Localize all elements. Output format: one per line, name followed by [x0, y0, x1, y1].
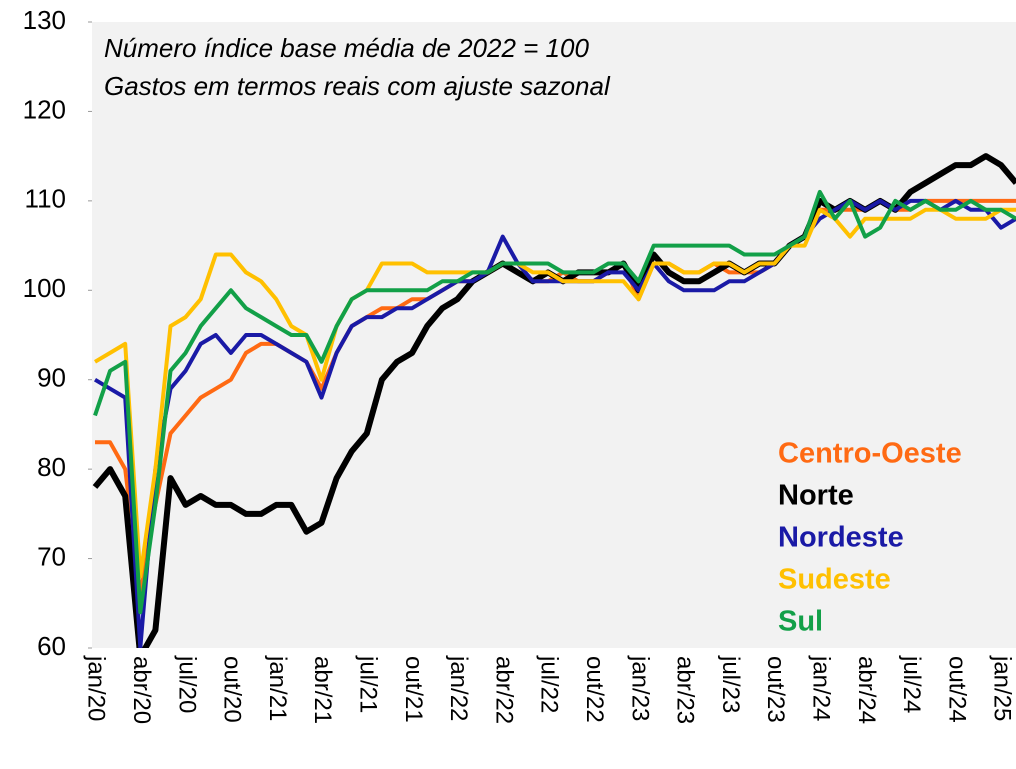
- x-tick-label: jul/20: [173, 655, 200, 713]
- x-tick-label: out/24: [943, 656, 970, 723]
- legend-entry: Norte: [778, 480, 854, 512]
- x-tick-label: out/23: [762, 656, 789, 723]
- x-tick-label: jan/20: [83, 655, 110, 721]
- annotation: Gastos em termos reais com ajuste sazona…: [104, 71, 611, 101]
- series-line: [93, 198, 1016, 648]
- legend-entry: Centro-Oeste: [778, 438, 962, 470]
- x-tick-label: jan/24: [807, 655, 834, 721]
- y-tick-label: 110: [25, 184, 66, 214]
- annotation: Número índice base média de 2022 = 100: [104, 33, 589, 63]
- x-tick-label: jul/24: [898, 655, 925, 713]
- y-tick-label: 130: [23, 5, 66, 35]
- series-line: [93, 207, 1016, 579]
- x-tick-label: jan/22: [445, 655, 472, 721]
- lines: [92, 153, 1016, 648]
- x-tick-label: jul/21: [354, 655, 381, 713]
- x-tick-label: jan/25: [989, 655, 1016, 721]
- y-tick-label: 70: [37, 541, 66, 571]
- legend-entry: Sudeste: [778, 564, 891, 596]
- x-tick-label: abr/20: [128, 656, 155, 724]
- plot-area: [92, 22, 1016, 648]
- x-tick-label: abr/21: [309, 656, 336, 724]
- legend-entry: Nordeste: [778, 522, 904, 554]
- y-tick-label: 80: [37, 452, 66, 482]
- x-tick-label: jan/23: [626, 655, 653, 721]
- x-tick-label: out/22: [581, 656, 608, 723]
- x-tick-label: abr/24: [853, 656, 880, 724]
- legend-entry: Sul: [778, 606, 823, 638]
- series-line: [93, 189, 1016, 615]
- y-tick-label: 100: [23, 273, 66, 303]
- y-tick-label: 60: [37, 631, 66, 661]
- x-tick-label: jan/21: [264, 655, 291, 721]
- y-tick-label: 90: [37, 363, 66, 393]
- x-tick-label: out/20: [219, 656, 246, 723]
- x-tick-label: abr/22: [490, 656, 517, 724]
- x-tick-label: abr/23: [672, 656, 699, 724]
- x-tick-label: jul/22: [536, 655, 563, 713]
- x-tick-label: out/21: [400, 656, 427, 723]
- x-tick-label: jul/23: [717, 655, 744, 713]
- y-tick-label: 120: [23, 94, 66, 124]
